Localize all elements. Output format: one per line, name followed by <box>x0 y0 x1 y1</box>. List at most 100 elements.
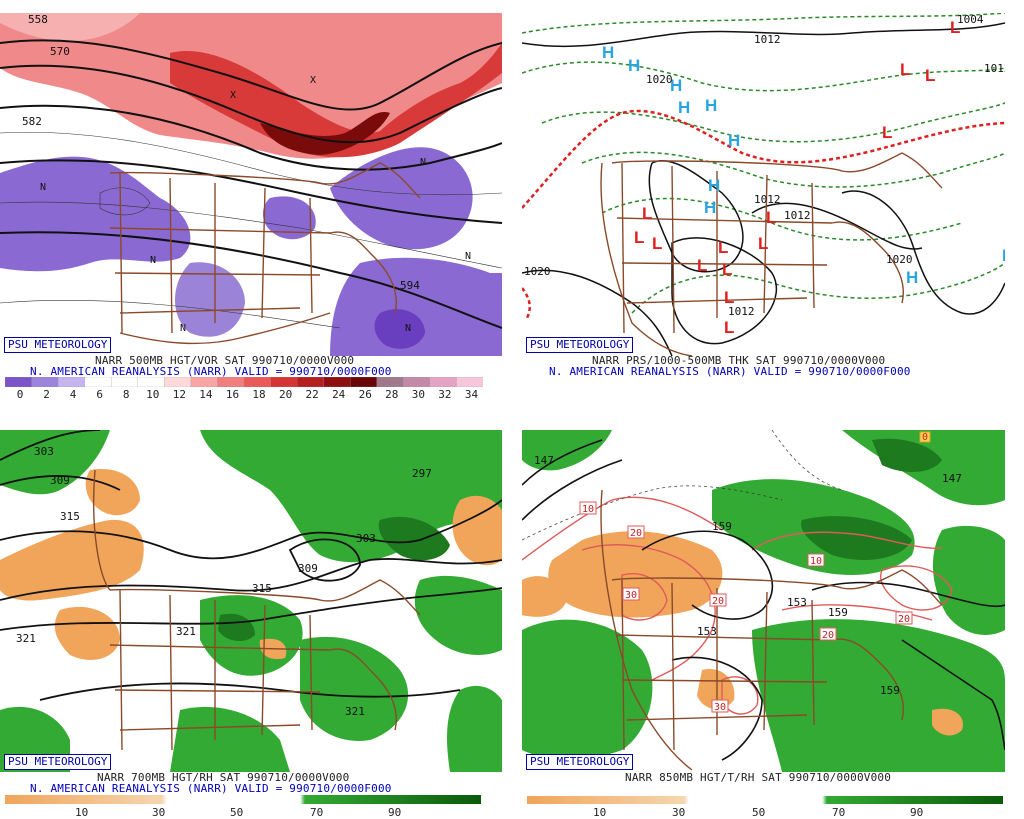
rh-color-scale <box>5 795 481 804</box>
high-pressure-marker: H <box>708 176 720 195</box>
rh-tick-30: 30 <box>152 806 166 819</box>
contour-label-303: 303 <box>34 445 54 458</box>
high-pressure-marker: H <box>728 131 740 150</box>
high-pressure-marker: H <box>628 56 640 75</box>
map-700mb: 303 309 315 321 297 303 309 315 321 321 <box>0 430 502 772</box>
temp-label-20: 20 <box>630 528 642 539</box>
vort-center-x: X <box>310 75 316 86</box>
low-pressure-marker: L <box>722 260 732 279</box>
high-pressure-marker: H <box>670 76 682 95</box>
panel-br-caption-line1: NARR 850MB HGT/T/RH SAT 990710/0000V000 <box>625 771 892 784</box>
vorticity-scale-label: 22 <box>305 388 319 401</box>
isobar-label-1012: 1012 <box>754 193 781 206</box>
panel-bl-caption-line1: NARR 700MB HGT/RH SAT 990710/0000V000 <box>97 771 350 784</box>
vorticity-scale-swatch <box>429 377 458 387</box>
panel-850mb-temp-rh: 147 153 159 153 159 159 147 10 20 30 20 … <box>522 430 1005 772</box>
low-pressure-marker: L <box>642 204 652 223</box>
temp-label-20: 20 <box>712 596 724 607</box>
vorticity-scale-swatch <box>243 377 272 387</box>
contour-label-321: 321 <box>16 632 36 645</box>
vorticity-scale-swatch <box>137 377 166 387</box>
low-pressure-marker: L <box>724 318 734 337</box>
vorticity-scale-swatch <box>270 377 298 387</box>
vorticity-scale-swatch <box>190 377 219 387</box>
vorticity-scale-swatch <box>296 377 325 387</box>
map-500mb: 558 570 582 594 N N N N N N X X <box>0 13 502 356</box>
contour-label-315: 315 <box>252 582 272 595</box>
vorticity-scale-label: 8 <box>122 388 130 401</box>
vorticity-scale-swatch <box>57 377 86 387</box>
temp-label-20: 20 <box>898 614 910 625</box>
rh850-tick-30: 30 <box>672 806 686 819</box>
panel-bl-caption-line2: N. AMERICAN REANALYSIS (NARR) VALID = 99… <box>30 782 392 795</box>
vorticity-scale-bar <box>5 377 483 387</box>
low-pressure-marker: L <box>925 66 935 85</box>
high-pressure-marker: H <box>1002 246 1005 265</box>
vorticity-scale-label: 14 <box>199 388 213 401</box>
isobar-label-1004: 1004 <box>957 13 984 26</box>
vorticity-scale-swatch <box>84 377 112 387</box>
vort-center-n: N <box>420 157 426 168</box>
panel-700mb-rh: 303 309 315 321 297 303 309 315 321 321 … <box>0 430 502 772</box>
high-pressure-marker: H <box>678 98 690 117</box>
low-pressure-marker: L <box>766 208 776 227</box>
vort-center-n: N <box>40 182 46 193</box>
rh850-tick-70: 70 <box>832 806 846 819</box>
vorticity-scale-swatch <box>403 377 431 387</box>
vorticity-scale-label: 34 <box>464 388 479 401</box>
vort-center-n: N <box>405 323 411 334</box>
temp-label-20: 20 <box>822 630 834 641</box>
contour-label-159: 159 <box>880 684 900 697</box>
low-pressure-marker: L <box>882 123 892 142</box>
rh-tick-90: 90 <box>388 806 402 819</box>
vorticity-scale-label: 26 <box>358 388 372 401</box>
rh-tick-70: 70 <box>310 806 324 819</box>
map-sfc-pressure: H H H H H H H H H H L L L L L L L L L L … <box>522 13 1005 356</box>
vorticity-scale-label: 16 <box>225 388 240 401</box>
contour-label-297: 297 <box>412 467 432 480</box>
vort-center-n: N <box>150 255 156 266</box>
isobar-label-1012: 1012 <box>754 33 781 46</box>
contour-label-558: 558 <box>28 13 48 26</box>
low-pressure-marker: L <box>718 238 728 257</box>
vorticity-scale-swatch <box>31 377 59 387</box>
contour-label-321: 321 <box>176 625 196 638</box>
rh-tick-50: 50 <box>230 806 244 819</box>
contour-label-570: 570 <box>50 45 70 58</box>
vorticity-scale-label: 18 <box>252 388 266 401</box>
vorticity-scale-label: 20 <box>278 388 293 401</box>
temp-label-30: 30 <box>625 590 637 601</box>
low-pressure-marker: L <box>900 60 910 79</box>
temp-label-30: 30 <box>714 702 726 713</box>
contour-label-321: 321 <box>345 705 365 718</box>
temp-label-10: 10 <box>810 556 822 567</box>
isobar-label-1012: 1012 <box>984 62 1005 75</box>
high-pressure-marker: H <box>602 43 614 62</box>
isobar-label-1020: 1020 <box>646 73 673 86</box>
panel-tl-caption-line1: NARR 500MB HGT/VOR SAT 990710/0000V000 <box>95 354 355 367</box>
vorticity-scale-swatch <box>217 377 245 387</box>
vorticity-scale-label: 12 <box>172 388 186 401</box>
rh-scale-bar <box>5 795 481 804</box>
contour-label-147: 147 <box>942 472 962 485</box>
vorticity-scale-swatch <box>111 377 139 387</box>
high-pressure-marker: H <box>704 198 716 217</box>
vorticity-scale-swatch <box>323 377 351 387</box>
vort-center-n: N <box>180 323 186 334</box>
vorticity-scale-label: 10 <box>146 388 160 401</box>
low-pressure-marker: L <box>950 18 960 37</box>
panel-500mb-vorticity: 558 570 582 594 N N N N N N X X PSU METE… <box>0 13 502 356</box>
panel-tl-caption-line2: N. AMERICAN REANALYSIS (NARR) VALID = 99… <box>30 365 392 378</box>
vort-center-x: X <box>230 90 236 101</box>
contour-label-159: 159 <box>712 520 732 533</box>
contour-label-303: 303 <box>356 532 376 545</box>
contour-label-153: 153 <box>787 596 807 609</box>
high-pressure-marker: H <box>705 96 717 115</box>
vorticity-scale-label: 4 <box>69 388 77 401</box>
rh-tick-10: 10 <box>75 806 89 819</box>
contour-label-159: 159 <box>828 606 848 619</box>
low-pressure-marker: L <box>724 288 734 307</box>
isobar-label-1020: 1020 <box>524 265 551 278</box>
vorticity-scale-swatch <box>164 377 192 387</box>
contour-label-315: 315 <box>60 510 80 523</box>
